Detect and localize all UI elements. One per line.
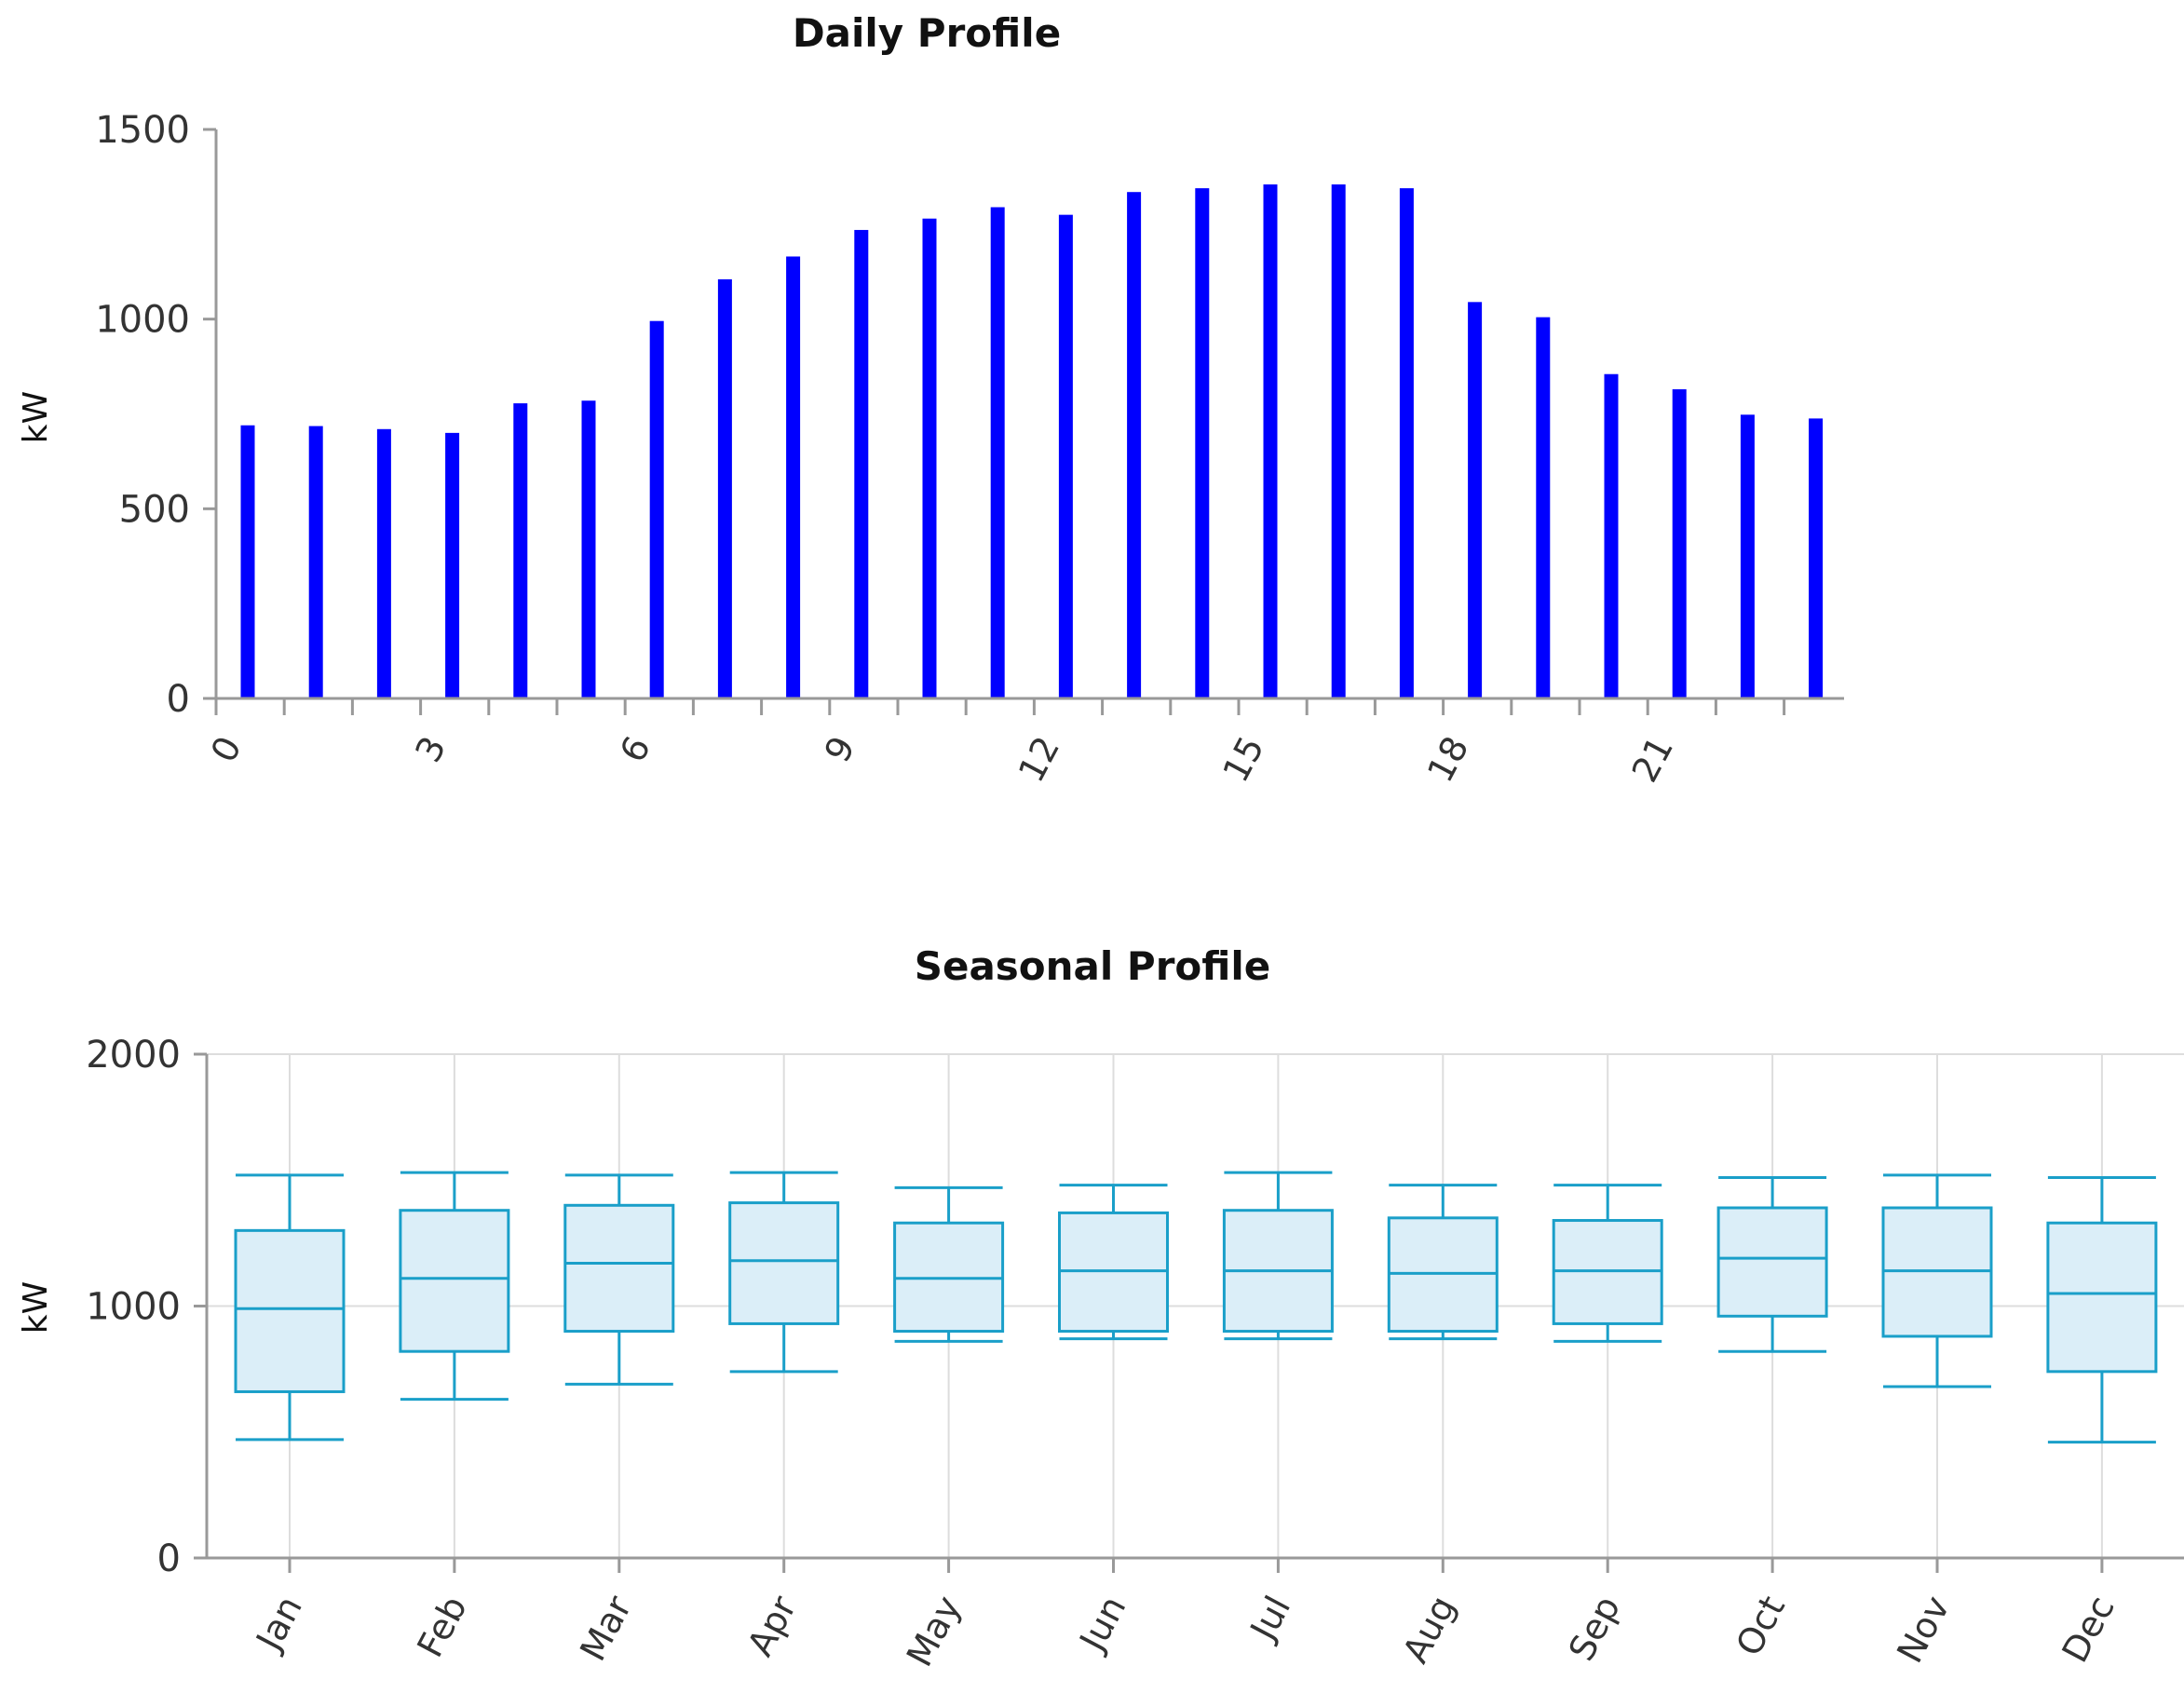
daily-bar-hour-3 [445,432,460,698]
seasonal-box-feb [399,1171,510,1402]
daily-profile-chart: Daily Profile kW 0 500 1000 1500 0 3 6 9 12 15 18… [17,10,1844,789]
daily-bar-hour-1 [308,426,323,698]
seasonal-box-jun [1058,1184,1169,1341]
daily-bar-hour-19 [1536,317,1551,698]
seasonal-x-tick-label-jan: Jan [248,1590,310,1659]
daily-x-tick-label-6: 6 [612,730,658,769]
daily-bar-hour-2 [376,428,391,698]
daily-bar-hour-22 [1740,414,1755,698]
seasonal-box-dec [2046,1176,2158,1444]
daily-x-tick-label-18: 18 [1419,730,1477,789]
daily-bar-hour-5 [581,400,596,698]
seasonal-box-aug [1387,1184,1499,1341]
seasonal-x-tick-label-may: May [899,1590,970,1673]
daily-bar-hour-0 [240,425,255,698]
seasonal-x-tick-label-sep: Sep [1561,1590,1628,1668]
seasonal-box-oct [1716,1176,1828,1353]
daily-bar-hour-13 [1127,192,1142,698]
seasonal-box-dec-iqr-box [2046,1221,2158,1374]
seasonal-x-tick-label-aug: Aug [1395,1590,1464,1670]
daily-bar-hour-7 [717,278,732,698]
seasonal-x-tick-label-mar: Mar [572,1589,640,1667]
daily-bar-hour-14 [1195,188,1210,699]
daily-bar-hour-12 [1058,214,1073,698]
daily-y-tick-label-0: 0 [167,678,190,721]
daily-x-tick-label-12: 12 [1011,730,1068,789]
daily-bars [240,184,1824,699]
seasonal-box-mar-iqr-box [563,1203,675,1334]
daily-y-tick-label-500: 500 [119,488,190,531]
seasonal-boxes [234,1171,2158,1444]
seasonal-box-nov [1881,1173,1993,1388]
daily-y-tick-label-1500: 1500 [95,109,190,152]
daily-bar-hour-4 [513,403,528,698]
daily-bar-hour-21 [1672,389,1687,698]
daily-bar-hour-11 [990,207,1005,699]
seasonal-profile-chart: Seasonal Profile kW 0 1000 2000 Jan Feb Mar A… [17,943,2184,1673]
daily-x-ticks: 0 3 6 9 12 15 18 21 [203,698,1786,789]
daily-y-tick-label-1000: 1000 [95,299,190,342]
daily-profile-title: Daily Profile [793,10,1061,56]
seasonal-box-oct-iqr-box [1716,1206,1828,1318]
daily-axes [203,129,1844,700]
seasonal-box-mar [563,1173,675,1386]
daily-bar-hour-8 [786,256,801,698]
daily-bar-hour-10 [922,218,937,698]
daily-x-tick-label-21: 21 [1624,730,1682,789]
seasonal-box-apr [728,1171,840,1374]
daily-x-tick-label-9: 9 [817,730,863,769]
seasonal-box-sep [1552,1184,1663,1343]
daily-x-tick-label-3: 3 [407,730,454,769]
seasonal-box-may [893,1185,1005,1343]
seasonal-y-tick-label-0: 0 [157,1537,181,1580]
daily-y-ticks: 0 500 1000 1500 [95,109,216,721]
daily-x-tick-label-0: 0 [203,730,250,769]
seasonal-x-tick-label-oct: Oct [1728,1590,1793,1663]
seasonal-box-jul [1222,1171,1334,1341]
seasonal-x-tick-label-nov: Nov [1889,1590,1958,1670]
seasonal-box-apr-iqr-box [728,1201,840,1325]
seasonal-x-ticks: Jan Feb Mar Apr May Jun Jul Aug Sep Oct Nov Dec [248,1558,2123,1673]
seasonal-y-tick-label-1000: 1000 [86,1286,181,1329]
seasonal-y-ticks: 0 1000 2000 [86,1034,207,1580]
daily-bar-hour-18 [1468,302,1483,698]
seasonal-profile-title: Seasonal Profile [915,943,1271,989]
seasonal-x-tick-label-jul: Jul [1241,1590,1298,1648]
daily-bar-hour-23 [1809,418,1824,698]
daily-bar-hour-16 [1331,184,1346,698]
seasonal-y-tick-label-2000: 2000 [86,1034,181,1077]
seasonal-x-tick-label-apr: Apr [739,1589,805,1662]
daily-bar-hour-17 [1399,188,1414,699]
daily-bar-hour-15 [1263,184,1278,698]
daily-bar-hour-20 [1604,373,1619,698]
seasonal-x-tick-label-feb: Feb [409,1590,474,1664]
daily-y-axis-label: kW [17,391,55,443]
daily-x-tick-label-15: 15 [1214,730,1272,789]
seasonal-y-axis-label: kW [17,1281,55,1334]
seasonal-x-tick-label-jun: Jun [1071,1590,1134,1659]
seasonal-box-jan [234,1173,346,1442]
seasonal-x-tick-label-dec: Dec [2054,1590,2122,1670]
seasonal-box-feb-iqr-box [399,1209,510,1353]
daily-bar-hour-6 [649,320,664,698]
seasonal-box-jan-iqr-box [234,1228,346,1393]
daily-bar-hour-9 [854,229,869,698]
